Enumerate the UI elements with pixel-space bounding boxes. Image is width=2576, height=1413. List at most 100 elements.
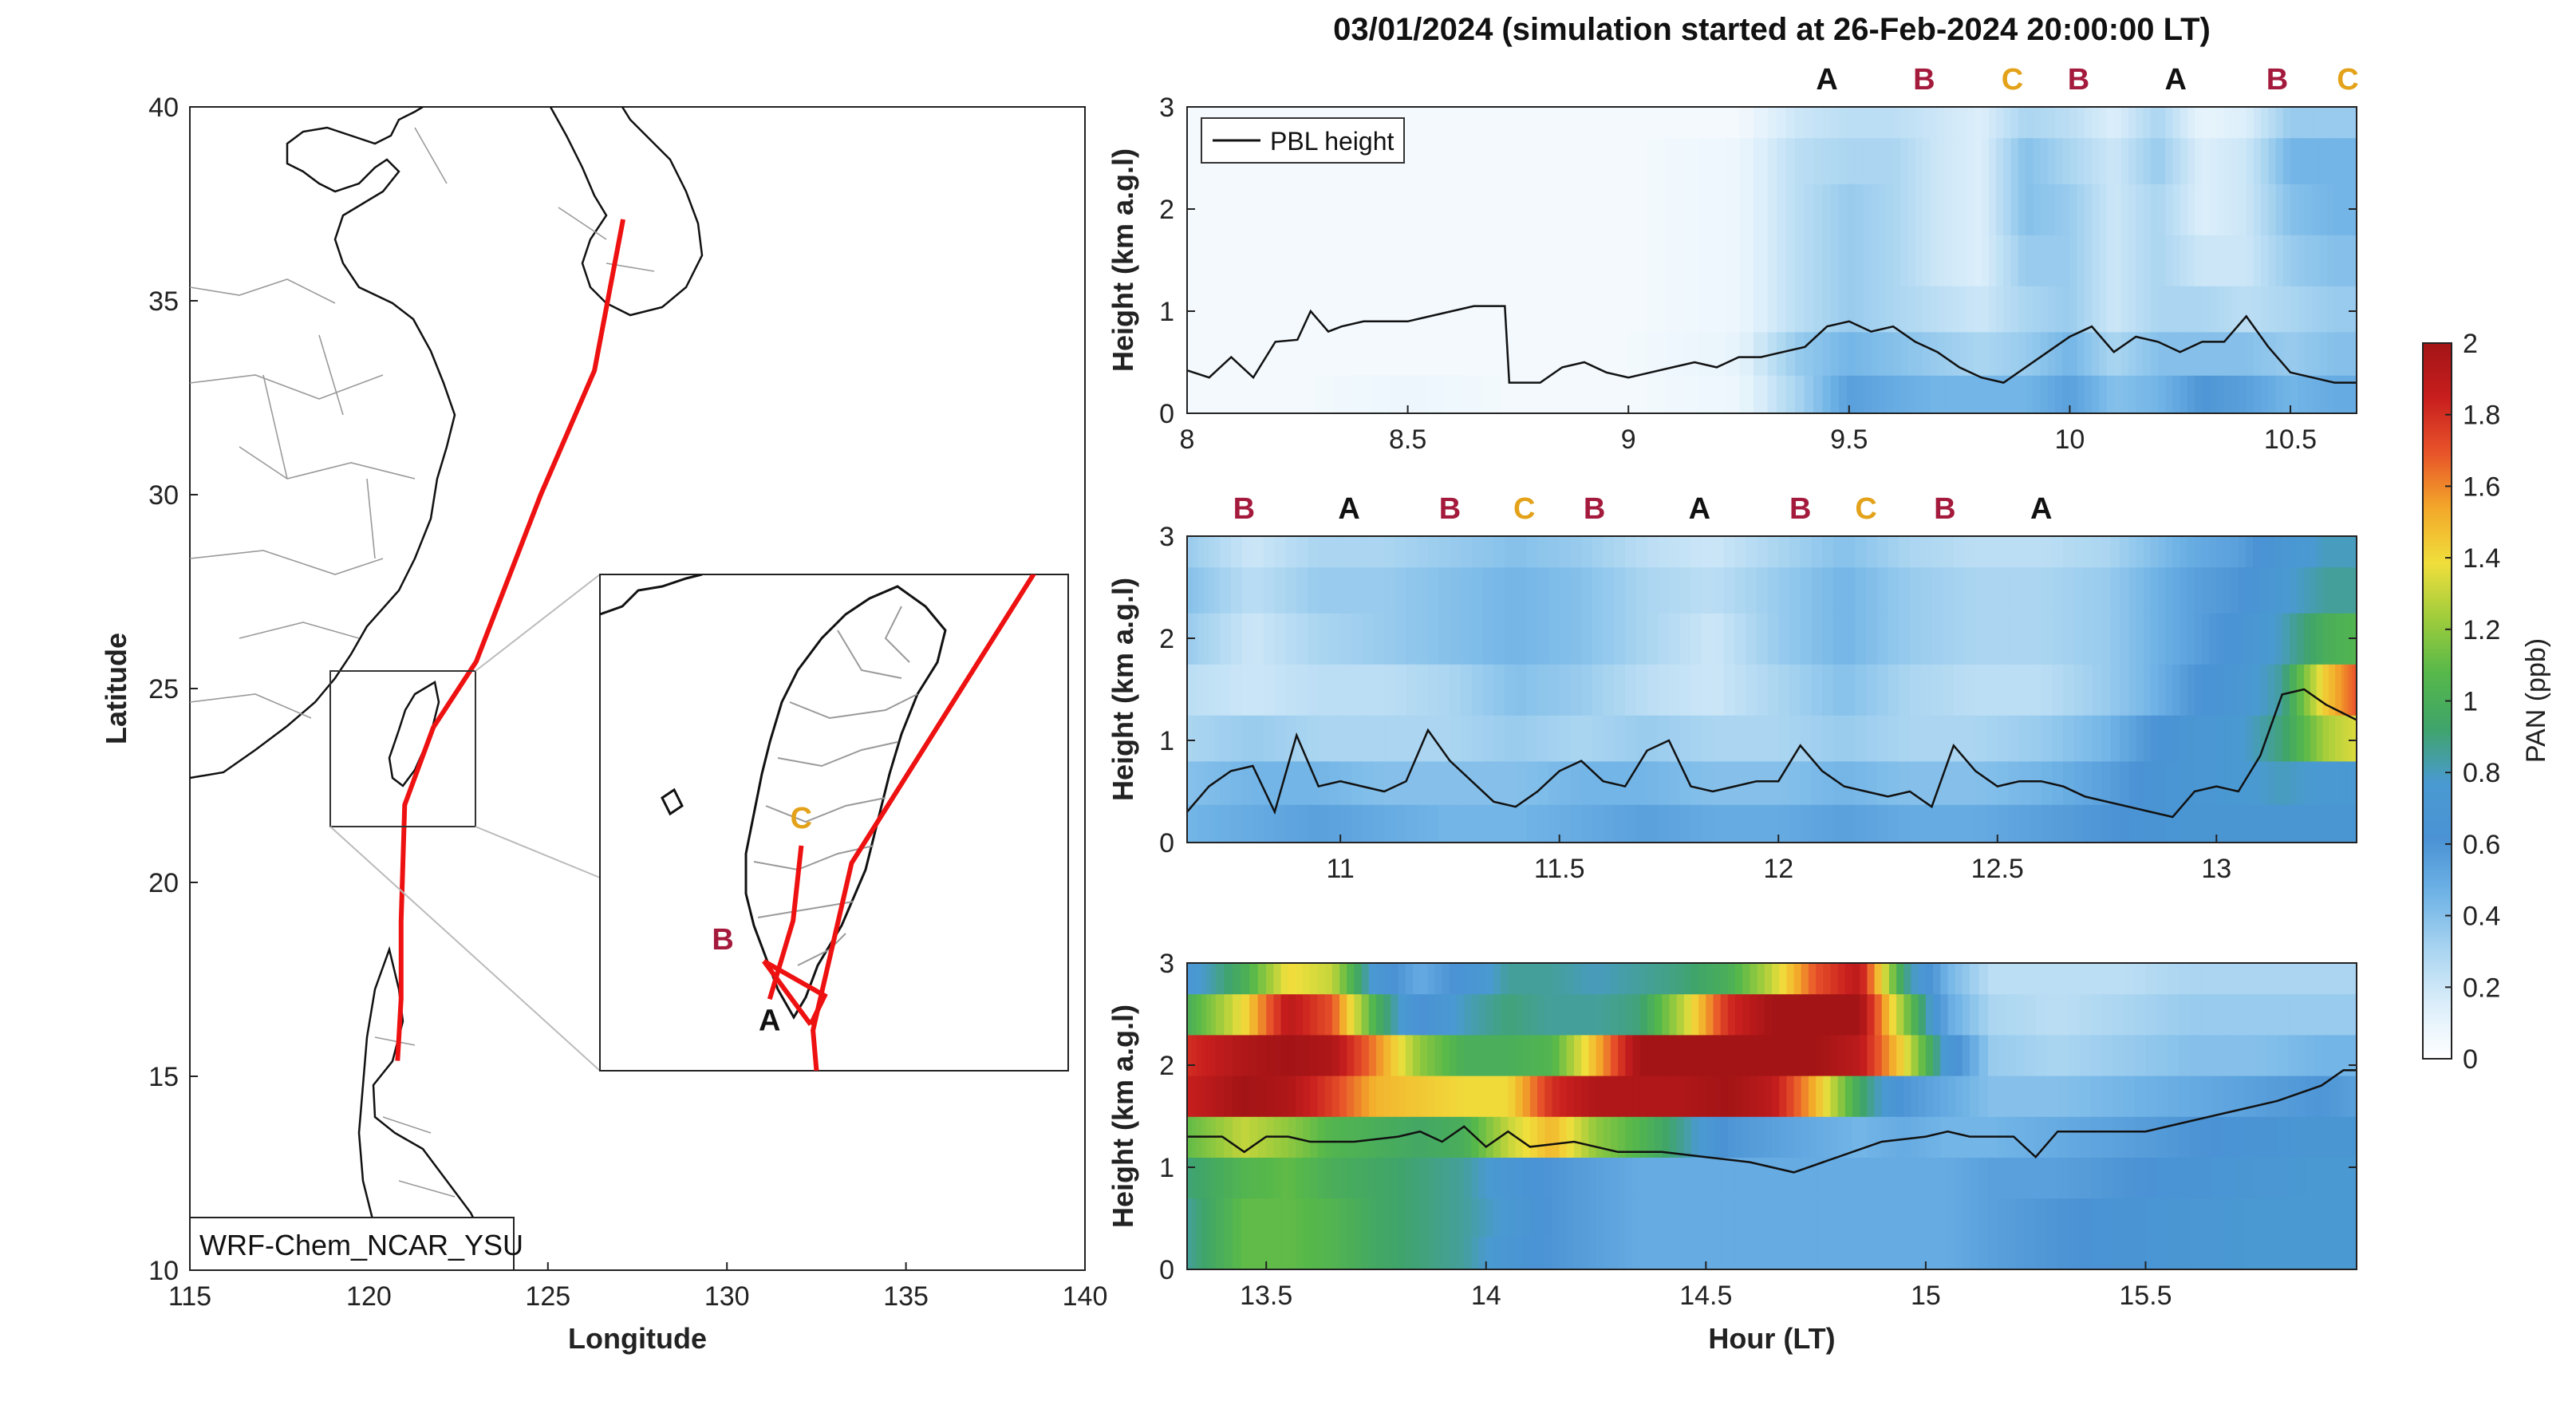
field-cell <box>2341 536 2345 568</box>
field-cell <box>1669 1198 1678 1237</box>
field-cell <box>1676 1075 1685 1117</box>
field-cell <box>1449 963 1458 995</box>
field-cell <box>1786 963 1795 995</box>
field-cell <box>1808 1157 1817 1199</box>
field-cell <box>1735 1236 1744 1269</box>
field-cell <box>1635 804 1648 843</box>
field-cell <box>1793 1236 1802 1269</box>
field-cell <box>1940 1034 1949 1076</box>
field-cell <box>2255 1034 2267 1076</box>
field-cell <box>2047 375 2056 413</box>
model-label-box <box>189 1217 515 1271</box>
field-cell <box>2353 760 2357 805</box>
field-cell <box>1647 804 1659 843</box>
field-cell <box>2015 1034 2026 1076</box>
field-cell <box>1975 613 1987 665</box>
field-cell <box>1224 1116 1233 1158</box>
field-cell <box>1753 107 1769 139</box>
field-cell <box>1224 1157 1233 1199</box>
field-cell <box>1975 715 1987 762</box>
field-cell <box>1981 235 1990 286</box>
field-cell <box>1795 137 1805 184</box>
field-cell <box>1592 760 1604 805</box>
field-cell <box>2057 963 2069 995</box>
field-cell <box>1581 1034 1590 1076</box>
field-cell <box>1844 1157 1853 1199</box>
field-cell <box>1764 1034 1773 1076</box>
field-cell <box>1334 286 1354 333</box>
field-cell <box>1855 536 1867 568</box>
field-cell <box>1997 1157 2007 1199</box>
field-cell <box>1676 1116 1685 1158</box>
field-cell <box>1187 566 1193 614</box>
field-cell <box>2073 566 2085 614</box>
field-cell <box>2268 331 2277 376</box>
field-cell <box>1690 613 1702 665</box>
field-cell <box>1975 664 1987 716</box>
field-cell <box>1911 1198 1919 1237</box>
field-cell <box>1830 1034 1839 1076</box>
field-cell <box>1959 137 1968 184</box>
field-cell <box>1967 184 1975 235</box>
field-cell <box>2298 286 2306 333</box>
field-cell <box>2266 1198 2278 1237</box>
field-cell <box>1988 331 1998 376</box>
field-cell <box>2026 375 2034 413</box>
field-cell <box>1187 137 1197 184</box>
field-cell <box>2216 286 2225 333</box>
field-cell <box>1944 331 1953 376</box>
field-cell <box>1329 804 1341 843</box>
field-cell <box>1867 993 1876 1036</box>
field-cell <box>1903 993 1912 1036</box>
field-cell <box>1318 613 1331 665</box>
field-cell <box>1778 566 1790 614</box>
field-cell <box>1603 1157 1611 1199</box>
field-cell <box>2083 715 2093 762</box>
field-cell <box>1471 1034 1480 1076</box>
field-cell <box>1375 1116 1384 1158</box>
field-cell <box>1658 536 1670 568</box>
field-cell <box>2136 613 2144 665</box>
field-cell <box>2277 963 2290 995</box>
field-cell <box>2316 613 2324 665</box>
field-cell <box>2330 1116 2340 1158</box>
field-cell <box>1860 963 1868 995</box>
field-cell <box>1544 1198 1553 1237</box>
field-cell <box>1823 1157 1832 1199</box>
field-cell <box>1398 1157 1406 1199</box>
field-cell <box>1996 184 2005 235</box>
field-cell <box>1354 1116 1363 1158</box>
field-cell <box>1776 286 1787 333</box>
site-marker: A <box>1689 492 1710 526</box>
field-cell <box>1986 804 1998 843</box>
field-cell <box>2079 1034 2092 1076</box>
field-cell <box>1368 1236 1377 1269</box>
field-cell <box>1702 536 1714 568</box>
field-cell <box>1324 1236 1333 1269</box>
field-cell <box>2008 536 2021 568</box>
field-cell <box>2330 1157 2340 1199</box>
field-cell <box>1581 1116 1590 1158</box>
field-cell <box>1953 566 1966 614</box>
field-cell <box>1786 993 1795 1036</box>
field-cell <box>1295 1034 1304 1076</box>
field-cell <box>1405 1034 1414 1076</box>
field-cell <box>1205 235 1216 286</box>
site-marker: A <box>2030 492 2052 526</box>
field-cell <box>1406 715 1418 762</box>
field-cell <box>2083 566 2093 614</box>
field-cell <box>2054 107 2063 139</box>
field-cell <box>2341 1198 2346 1237</box>
y-tick-label: 1 <box>1159 1153 1174 1183</box>
field-cell <box>2245 664 2254 716</box>
field-cell <box>1959 331 1968 376</box>
field-cell <box>1505 715 1517 762</box>
field-cell <box>1464 1116 1473 1158</box>
field-cell <box>1464 1075 1473 1117</box>
field-cell <box>1493 1236 1501 1269</box>
field-cell <box>1893 375 1902 413</box>
field-cell <box>2353 1075 2357 1117</box>
field-cell <box>2035 993 2048 1036</box>
field-cell <box>1450 613 1462 665</box>
